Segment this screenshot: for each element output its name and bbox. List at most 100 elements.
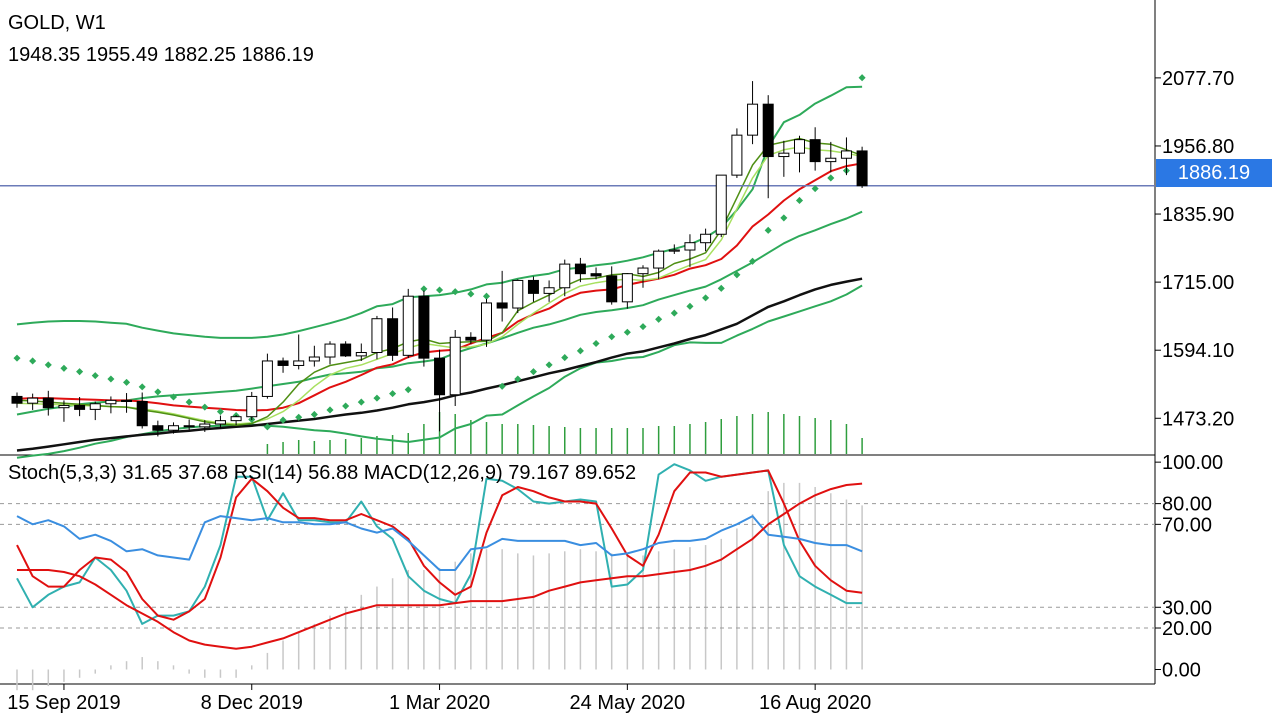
sar-dot	[827, 174, 835, 182]
candle-bull	[543, 287, 555, 294]
symbol-timeframe: GOLD, W1	[8, 12, 106, 34]
rsi-line	[16, 515, 863, 571]
candle-bull	[621, 273, 633, 303]
candle-bear	[606, 275, 618, 303]
candle-bear	[183, 425, 195, 428]
sar-dot	[749, 257, 757, 265]
candle-bear	[11, 395, 23, 404]
candle-bull	[559, 263, 571, 289]
sar-dot	[545, 361, 553, 369]
candle-bull	[402, 295, 414, 356]
candle-bear	[856, 150, 868, 187]
candle-bull	[825, 157, 837, 163]
candle-bull	[168, 425, 179, 431]
sar-dot	[780, 214, 788, 222]
candle-bull	[89, 403, 101, 410]
sar-dot	[44, 361, 52, 369]
time-tick-label: 24 May 2020	[570, 692, 686, 714]
candle-bull	[246, 395, 258, 418]
candle-bull	[731, 134, 743, 176]
sar-dot	[451, 288, 459, 296]
candle-bull	[778, 152, 790, 158]
price-axis-labels: 2077.70 1956.80 1835.90 1715.00 1594.10 1473.…	[1155, 68, 1234, 681]
sar-dot	[13, 354, 21, 362]
candle-bear	[590, 273, 602, 277]
candle-bull	[512, 279, 524, 309]
sar-dot	[561, 354, 569, 362]
ohlc-readout: 1948.35 1955.49 1882.25 1886.19	[8, 44, 314, 66]
sar-dot	[154, 388, 162, 396]
sar-dot	[123, 378, 131, 386]
candle-bull	[230, 416, 242, 422]
sar-dot	[608, 333, 616, 341]
chart-frame	[0, 0, 1156, 685]
candle-bull	[27, 397, 39, 404]
price-tick-label: 2077.70	[1162, 68, 1234, 90]
candle-bear	[496, 302, 508, 309]
osc-tick-label: 0.00	[1162, 659, 1201, 681]
sar-dot	[686, 302, 694, 310]
sar-dot	[592, 339, 600, 348]
oscillator-lines	[16, 463, 863, 650]
sar-dot	[404, 386, 412, 394]
price-tick-label: 1835.90	[1162, 204, 1234, 226]
current-price-label: 1886.19	[1156, 159, 1272, 187]
candle-bear	[277, 360, 289, 366]
candle-bull	[293, 360, 305, 366]
candle-bull	[715, 174, 727, 235]
candle-bull	[449, 336, 461, 396]
sar-dot	[420, 285, 428, 293]
osc-tick-label: 80.00	[1162, 494, 1212, 516]
candle-bull	[668, 249, 680, 252]
sar-dot	[764, 226, 772, 234]
sar-dot	[436, 286, 444, 294]
candle-bull	[355, 352, 367, 357]
macd-signal-line	[17, 482, 863, 650]
sar-dot	[389, 390, 397, 398]
candle-bear	[465, 336, 477, 341]
oscillator-levels	[0, 503, 1155, 629]
sar-dot	[342, 402, 350, 410]
candle-bull	[747, 103, 759, 136]
sar-dot	[373, 394, 381, 402]
sar-dot	[185, 398, 193, 406]
candle-bear	[809, 139, 821, 163]
sar-dot	[310, 410, 318, 418]
price-tick-label: 1594.10	[1162, 340, 1234, 362]
candle-bear	[340, 343, 352, 357]
sar-dot	[295, 413, 303, 421]
candle-bull	[261, 360, 273, 397]
sar-dot	[60, 364, 68, 372]
candle-bear	[527, 279, 539, 294]
candle-bear	[74, 404, 86, 410]
sar-dot	[467, 290, 475, 298]
sar-dot	[670, 309, 678, 317]
osc-tick-label: 70.00	[1162, 514, 1212, 536]
time-tick-label: 16 Aug 2020	[759, 692, 871, 714]
candle-bull	[481, 302, 492, 341]
sar-dot	[623, 328, 631, 336]
candle-bear	[434, 357, 446, 396]
sar-dot	[169, 393, 178, 401]
parabolic-sar-dots	[13, 74, 866, 431]
sar-dot	[107, 375, 115, 383]
sar-dot	[201, 403, 209, 411]
candle-bear	[42, 397, 54, 409]
candle-bull	[794, 139, 805, 154]
candle-bull	[199, 423, 211, 428]
sar-dot	[795, 196, 804, 205]
sar-dot	[138, 383, 146, 391]
sar-dot	[326, 406, 334, 414]
sar-dot	[263, 423, 271, 431]
sar-dot	[91, 372, 99, 380]
price-tick-label: 1956.80	[1162, 136, 1234, 158]
candle-bull	[653, 250, 665, 269]
candle-bear	[121, 399, 133, 403]
sar-dot	[858, 74, 866, 82]
sar-dot	[482, 292, 491, 300]
sar-dot	[216, 408, 224, 416]
candle-bull	[637, 267, 649, 275]
time-tick-label: 8 Dec 2019	[201, 692, 303, 714]
sar-dot	[576, 347, 584, 355]
